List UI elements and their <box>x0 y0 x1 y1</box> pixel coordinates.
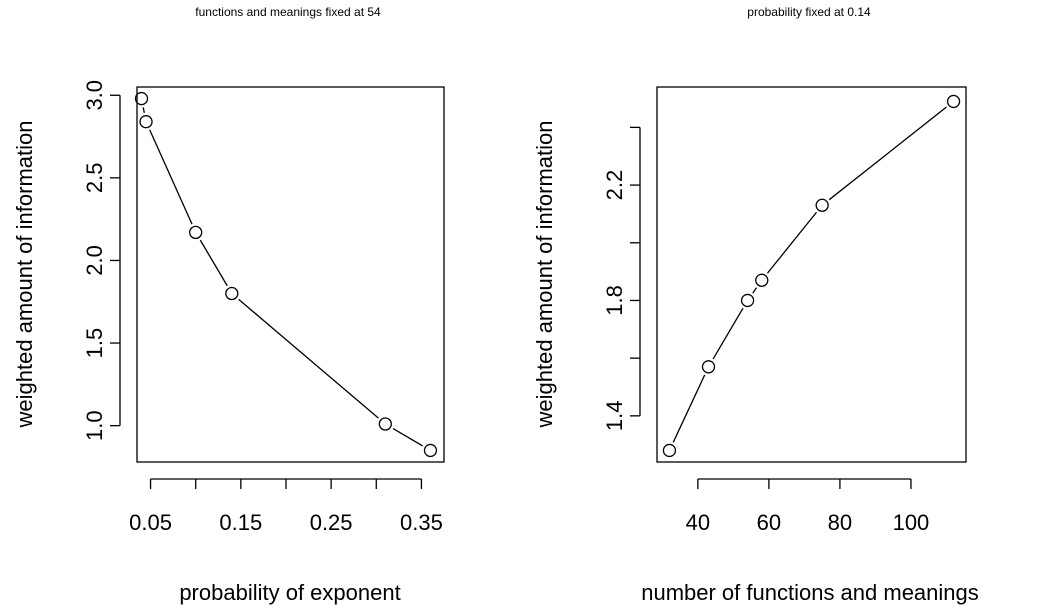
chart-2-series-segment <box>766 211 818 274</box>
chart-1-series-segment <box>238 298 379 419</box>
chart-2-series-segment <box>672 374 706 443</box>
chart-1-x-tick-label: 0.25 <box>310 510 353 535</box>
chart-1-series-segment <box>149 129 193 225</box>
chart-1-series-segment <box>392 427 424 447</box>
chart-2-title: probability fixed at 0.14 <box>747 5 871 19</box>
chart-2-data-point <box>946 94 961 109</box>
chart-2-data-point <box>740 293 755 308</box>
chart-2-data-point <box>815 198 829 212</box>
chart-1-x-tick-label: 0.35 <box>400 510 443 535</box>
chart-2-x-tick-label: 40 <box>686 510 710 535</box>
chart-2-y-tick-label: 2.2 <box>602 170 627 201</box>
chart-1-series <box>134 91 438 458</box>
chart-1-title: functions and meanings fixed at 54 <box>195 5 381 19</box>
chart-2-y-tick-label: 1.8 <box>602 285 627 316</box>
chart-2-axes: 40 60 80 100 1.4 1.8 2.2 <box>602 126 930 535</box>
chart-2-series-segment <box>712 307 744 360</box>
chart-1-data-point <box>423 443 438 458</box>
chart-1-ylabel: weighted amount of information <box>12 121 37 429</box>
chart-2-plot-frame <box>656 86 967 463</box>
chart-1-x-tick-label: 0.15 <box>219 510 262 535</box>
chart-1-y-tick-label: 2.5 <box>82 163 107 194</box>
chart-1-axes: 0.05 0.15 0.25 0.35 1.0 1.5 2.0 2.5 3.0 <box>82 80 443 535</box>
chart-1-y-tick-label: 2.0 <box>82 245 107 276</box>
chart-2-data-point <box>662 443 677 458</box>
chart-1-xlabel: probability of exponent <box>179 580 400 605</box>
chart-1-data-point <box>225 286 239 301</box>
chart-2-x-tick-label: 80 <box>828 510 852 535</box>
chart-2-y-tick-label: 1.4 <box>602 401 627 432</box>
chart-2-series-segment <box>752 287 758 294</box>
chart-2-xlabel: number of functions and meanings <box>641 580 979 605</box>
chart-panel-1: functions and meanings fixed at 54 proba… <box>12 5 445 605</box>
chart-2-data-point <box>755 273 769 287</box>
chart-1-series-segment <box>142 107 145 113</box>
chart-1-data-point <box>378 417 392 431</box>
chart-1-data-point <box>134 91 149 106</box>
chart-2-series-segment <box>828 106 947 201</box>
chart-2-series <box>662 94 961 458</box>
chart-panel-2: probability fixed at 0.14 number of func… <box>532 5 979 605</box>
chart-1-y-tick-label: 1.0 <box>82 410 107 441</box>
chart-1-data-point <box>139 115 153 129</box>
chart-2-data-point <box>701 360 716 374</box>
chart-1-series-segment <box>199 239 228 287</box>
chart-1-data-point <box>189 225 203 240</box>
chart-2-x-tick-label: 60 <box>757 510 781 535</box>
chart-1-y-tick-label: 1.5 <box>82 328 107 359</box>
chart-2-ylabel: weighted amount of information <box>532 121 557 429</box>
chart-2-x-tick-label: 100 <box>893 510 930 535</box>
chart-1-plot-frame <box>136 86 445 463</box>
chart-1-y-tick-label: 3.0 <box>82 80 107 111</box>
chart-1-x-tick-label: 0.05 <box>129 510 172 535</box>
